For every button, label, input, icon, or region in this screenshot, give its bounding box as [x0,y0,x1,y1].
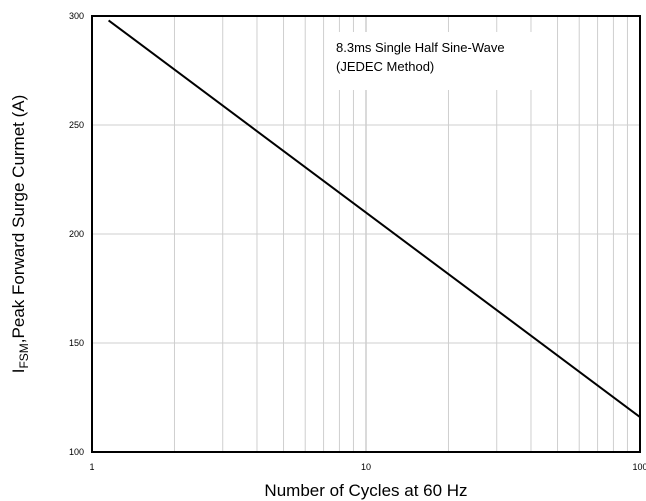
x-tick-labels: 1 10 100 [89,462,646,472]
series-group [108,19,641,418]
y-axis-title-symbol: I [9,369,28,374]
y-axis-title-subscript: FSM [17,343,31,368]
y-tick-label: 150 [69,338,84,348]
plot-frame [91,15,641,453]
y-tick-label: 300 [69,11,84,21]
annotation-line-1: 8.3ms Single Half Sine-Wave [336,40,505,55]
y-axis-title: IFSM,Peak Forward Surge Curmet (A) [9,95,31,374]
annotation-line-2: (JEDEC Method) [336,59,434,74]
x-tick-label: 1 [89,462,94,472]
y-tick-label: 100 [69,447,84,457]
y-tick-labels: 100 150 200 250 300 [69,11,84,457]
x-tick-label: 100 [632,462,646,472]
annotation-box [328,32,540,90]
surge-current-line [108,19,641,418]
y-tick-label: 200 [69,229,84,239]
y-axis-title-text: ,Peak Forward Surge Curmet (A) [9,95,28,343]
x-axis-title: Number of Cycles at 60 Hz [264,481,467,500]
x-tick-label: 10 [361,462,371,472]
y-tick-label: 250 [69,120,84,130]
